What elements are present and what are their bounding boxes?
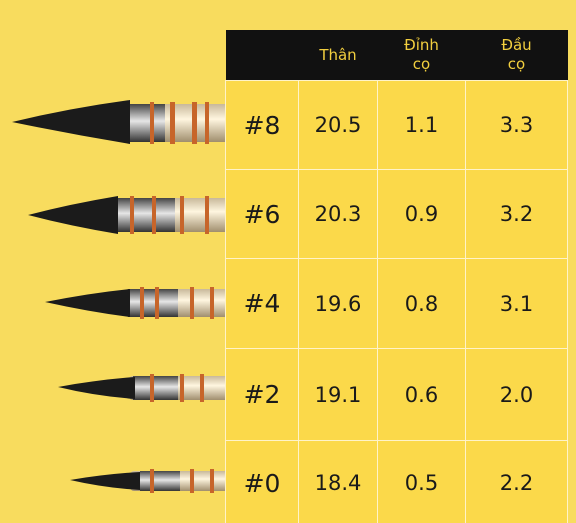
value-cell: 3.2 (465, 169, 568, 259)
value-cell: 19.6 (298, 258, 378, 349)
value-cell: 19.1 (298, 348, 378, 441)
value-cell: 1.1 (377, 80, 466, 170)
value-cell: 20.3 (298, 169, 378, 259)
value-cell: 0.8 (377, 258, 466, 349)
value-cell: 0.6 (377, 348, 466, 441)
table-row: #6 20.3 0.9 3.2 (225, 169, 568, 259)
brush (12, 100, 235, 144)
size-cell: #2 (225, 348, 299, 441)
size-cell: #8 (225, 80, 299, 170)
brush (58, 374, 235, 402)
value-cell: 2.0 (465, 348, 568, 441)
value-cell: 3.3 (465, 80, 568, 170)
header-cell: Thân (298, 30, 378, 81)
size-cell: #4 (225, 258, 299, 349)
value-cell: 20.5 (298, 80, 378, 170)
value-cell: 18.4 (298, 440, 378, 523)
size-cell: #6 (225, 169, 299, 259)
brush (70, 469, 235, 493)
value-cell: 2.2 (465, 440, 568, 523)
brush (28, 196, 235, 234)
header-row: Thân Đỉnh cọ Đầu cọ (225, 30, 568, 81)
value-cell: 0.9 (377, 169, 466, 259)
size-cell: #0 (225, 440, 299, 523)
table-row: #0 18.4 0.5 2.2 (225, 440, 568, 523)
header-cell (225, 30, 299, 81)
size-table: Thân Đỉnh cọ Đầu cọ #8 20.5 1.1 3.3 #6 20.3 0.9 3… (225, 30, 568, 523)
value-cell: 0.5 (377, 440, 466, 523)
table-row: #2 19.1 0.6 2.0 (225, 348, 568, 441)
brush (45, 287, 235, 319)
table-row: #4 19.6 0.8 3.1 (225, 258, 568, 349)
header-cell: Đỉnh cọ (377, 30, 466, 81)
table-row: #8 20.5 1.1 3.3 (225, 80, 568, 170)
value-cell: 3.1 (465, 258, 568, 349)
header-cell: Đầu cọ (465, 30, 568, 81)
